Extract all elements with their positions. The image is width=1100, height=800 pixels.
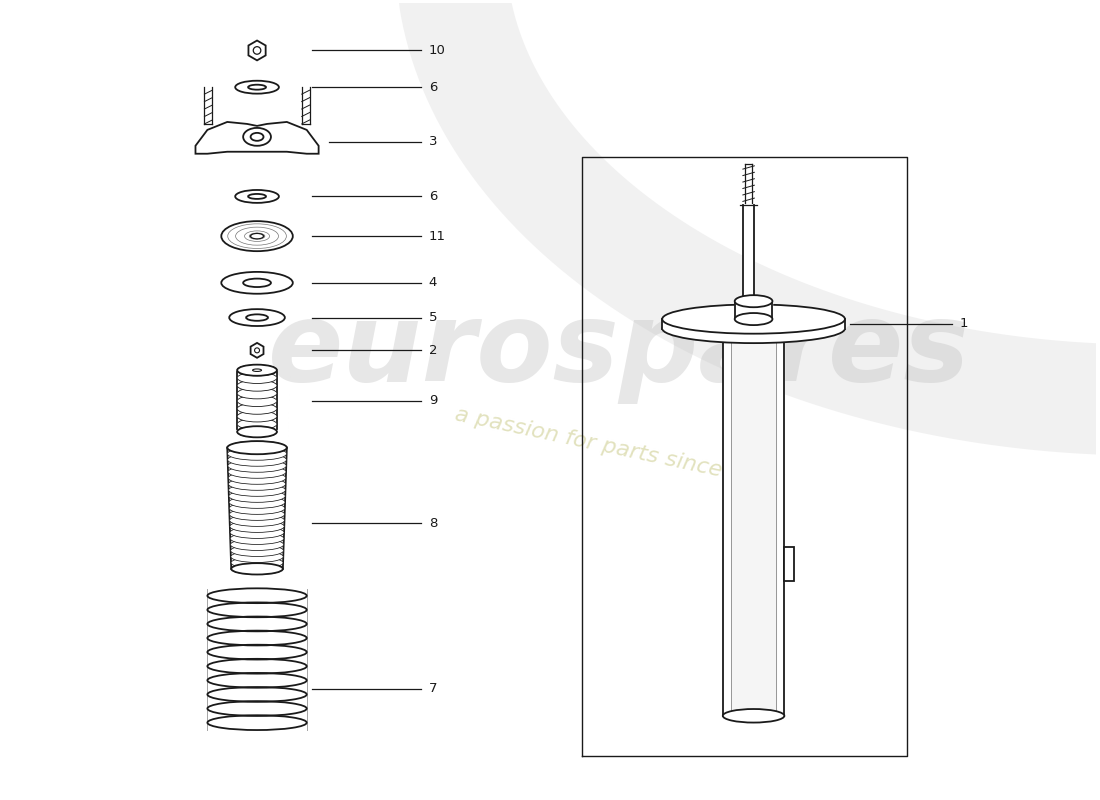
Ellipse shape bbox=[251, 234, 264, 239]
Ellipse shape bbox=[238, 365, 277, 376]
Circle shape bbox=[254, 348, 260, 353]
Ellipse shape bbox=[238, 372, 277, 383]
Ellipse shape bbox=[238, 380, 277, 391]
Text: 4: 4 bbox=[429, 276, 437, 290]
Text: 10: 10 bbox=[429, 44, 446, 57]
Text: 5: 5 bbox=[429, 311, 438, 324]
Polygon shape bbox=[784, 547, 794, 581]
Ellipse shape bbox=[230, 526, 284, 538]
Ellipse shape bbox=[229, 502, 285, 514]
Ellipse shape bbox=[229, 484, 286, 496]
Ellipse shape bbox=[249, 194, 266, 199]
Polygon shape bbox=[196, 122, 319, 154]
Ellipse shape bbox=[229, 496, 285, 508]
Ellipse shape bbox=[229, 490, 285, 502]
Ellipse shape bbox=[231, 551, 284, 562]
Text: 6: 6 bbox=[429, 81, 437, 94]
Ellipse shape bbox=[228, 441, 287, 454]
Text: 8: 8 bbox=[429, 517, 437, 530]
Ellipse shape bbox=[230, 533, 284, 545]
Text: 3: 3 bbox=[429, 135, 438, 148]
Polygon shape bbox=[249, 41, 265, 60]
Ellipse shape bbox=[238, 403, 277, 414]
Ellipse shape bbox=[231, 563, 283, 574]
Ellipse shape bbox=[238, 395, 277, 406]
Ellipse shape bbox=[230, 521, 284, 533]
Ellipse shape bbox=[229, 472, 286, 484]
Text: 7: 7 bbox=[429, 682, 438, 695]
Ellipse shape bbox=[230, 508, 285, 520]
Ellipse shape bbox=[221, 221, 293, 251]
Ellipse shape bbox=[253, 369, 262, 371]
Ellipse shape bbox=[235, 81, 279, 94]
Ellipse shape bbox=[238, 418, 277, 430]
Text: 2: 2 bbox=[429, 344, 438, 357]
Ellipse shape bbox=[723, 709, 784, 722]
Ellipse shape bbox=[243, 128, 271, 146]
Circle shape bbox=[253, 46, 261, 54]
Ellipse shape bbox=[230, 514, 285, 526]
Text: a passion for parts since 1985: a passion for parts since 1985 bbox=[453, 405, 786, 494]
Ellipse shape bbox=[238, 426, 277, 438]
Ellipse shape bbox=[229, 309, 285, 326]
Ellipse shape bbox=[238, 411, 277, 422]
Ellipse shape bbox=[230, 538, 284, 550]
Text: 1: 1 bbox=[959, 318, 968, 330]
Ellipse shape bbox=[229, 478, 286, 490]
Ellipse shape bbox=[228, 466, 286, 478]
Ellipse shape bbox=[228, 454, 286, 466]
Ellipse shape bbox=[238, 388, 277, 399]
Ellipse shape bbox=[228, 441, 287, 454]
Polygon shape bbox=[251, 343, 264, 358]
Text: 9: 9 bbox=[429, 394, 437, 407]
Ellipse shape bbox=[249, 85, 266, 90]
Ellipse shape bbox=[231, 563, 283, 574]
Text: 11: 11 bbox=[429, 230, 446, 242]
Ellipse shape bbox=[235, 190, 279, 203]
Ellipse shape bbox=[221, 272, 293, 294]
Ellipse shape bbox=[662, 314, 845, 343]
Text: eurospares: eurospares bbox=[268, 297, 971, 404]
Ellipse shape bbox=[231, 545, 284, 557]
Ellipse shape bbox=[228, 447, 287, 460]
Ellipse shape bbox=[251, 133, 264, 141]
Ellipse shape bbox=[228, 459, 286, 472]
Ellipse shape bbox=[246, 314, 268, 321]
Ellipse shape bbox=[735, 295, 772, 307]
Text: 6: 6 bbox=[429, 190, 437, 203]
Ellipse shape bbox=[238, 426, 277, 438]
Ellipse shape bbox=[662, 305, 845, 334]
Ellipse shape bbox=[735, 313, 772, 325]
Ellipse shape bbox=[243, 278, 271, 287]
Ellipse shape bbox=[238, 365, 277, 376]
Ellipse shape bbox=[231, 557, 283, 569]
